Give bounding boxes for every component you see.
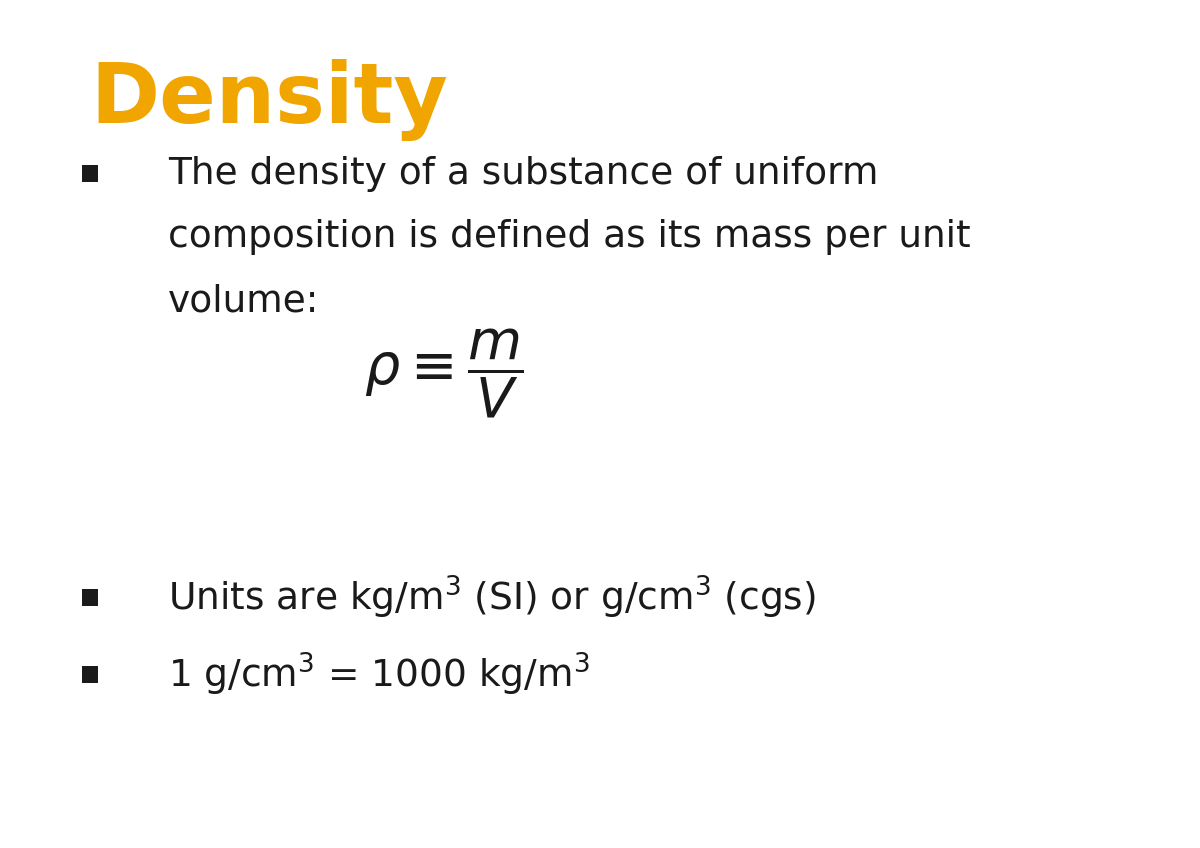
FancyBboxPatch shape: [82, 589, 97, 606]
FancyBboxPatch shape: [82, 165, 97, 182]
Text: The density of a substance of uniform: The density of a substance of uniform: [168, 156, 878, 192]
Text: 1 g/cm$^3$ = 1000 kg/m$^3$: 1 g/cm$^3$ = 1000 kg/m$^3$: [168, 650, 589, 698]
Text: Density: Density: [90, 59, 448, 142]
Text: Units are kg/m$^3$ (SI) or g/cm$^3$ (cgs): Units are kg/m$^3$ (SI) or g/cm$^3$ (cgs…: [168, 574, 816, 622]
Text: volume:: volume:: [168, 283, 319, 319]
Text: $\rho \equiv \dfrac{m}{V}$: $\rho \equiv \dfrac{m}{V}$: [365, 326, 523, 420]
Text: composition is defined as its mass per unit: composition is defined as its mass per u…: [168, 220, 971, 255]
FancyBboxPatch shape: [82, 666, 97, 683]
